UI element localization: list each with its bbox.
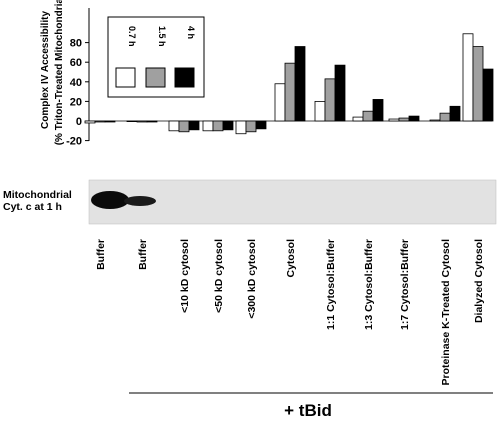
bar [372,99,384,122]
bar [178,120,190,133]
bar [104,120,116,123]
bar [439,112,451,122]
bar [408,115,420,122]
blot-label-line2: Cyt. c at 1 h [3,201,62,213]
bar [462,33,474,122]
bar [482,68,494,122]
category-label: <50 kD cytosol [213,239,225,313]
legend-entry-label: 1.5 h [157,26,167,47]
bar [146,120,158,123]
blot-membrane [88,179,497,225]
bar [222,120,234,131]
category-label: 1:1 Cytosol:Buffer [325,239,337,330]
category-label: 1:3 Cytosol:Buffer [363,239,375,330]
bar [202,120,214,132]
y-tick-label: 0 [76,116,82,128]
y-tick-label: 20 [70,96,82,108]
category-label: Cytosol [285,239,297,278]
y-tick-label: 80 [70,38,82,50]
category-label: Dialyzed Cytosol [473,239,485,323]
bar [136,120,148,123]
category-label: Buffer [137,239,149,270]
y-axis-label: Complex IV Accessibility [40,11,51,129]
legend-swatch [115,67,136,88]
legend-swatch [145,67,166,88]
y-tick-label: -20 [66,136,82,148]
bar [94,120,106,123]
bar [398,117,410,122]
bar [294,46,306,122]
blot-band-1 [91,191,129,209]
bar [352,116,364,122]
tbid-label: + tBid [284,401,332,420]
bars [84,33,494,135]
y-ticks: -20 0 20 40 60 80 [66,38,89,148]
bar [235,120,247,135]
bar [388,118,400,122]
blot-band-2 [124,196,156,206]
bar [245,120,257,133]
category-label: <10 kD cytosol [179,239,191,313]
legend: 0.7 h 1.5 h 4 h [107,16,205,98]
legend-swatch [174,67,195,88]
category-labels: Buffer Buffer <10 kD cytosol <50 kD cytosol… [95,239,485,386]
category-label: Buffer [95,239,107,270]
bar [212,120,224,132]
category-label: <300 kD cytosol [246,239,258,319]
western-blot: Mitochondrial Cyt. c at 1 h [3,179,497,225]
y-tick-label: 60 [70,57,82,69]
bar [429,119,441,122]
bar [126,120,138,123]
y-axis-sublabel: (% Triton-Treated Mitochondria) [54,0,65,145]
legend-entry-label: 0.7 h [127,26,137,47]
bar [255,120,267,130]
category-label: 1:7 Cytosol:Buffer [399,239,411,330]
bar [274,83,286,122]
bar [84,120,96,124]
category-label: Proteinase K-Treated Cytosol [440,239,452,386]
bar [334,64,346,122]
bar [449,105,461,122]
y-axis-title: Complex IV Accessibility (% Triton-Treat… [40,0,65,145]
bar [188,120,200,131]
blot-label-line1: Mitochondrial [3,189,72,201]
legend-entry-label: 4 h [186,26,196,39]
bar [362,110,374,122]
bar [284,62,296,122]
bar [314,101,326,122]
bar [168,120,180,132]
bar [472,46,484,122]
y-tick-label: 40 [70,77,82,89]
bar [324,78,336,122]
